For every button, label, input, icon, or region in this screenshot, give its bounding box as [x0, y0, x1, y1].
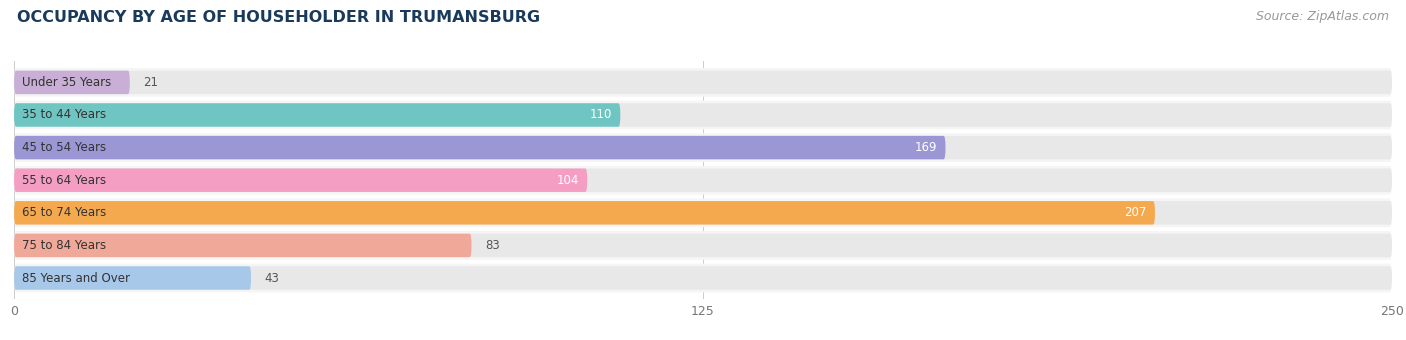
- FancyBboxPatch shape: [14, 266, 1392, 290]
- Text: Under 35 Years: Under 35 Years: [22, 76, 111, 89]
- FancyBboxPatch shape: [14, 201, 1154, 224]
- FancyBboxPatch shape: [14, 133, 1392, 162]
- FancyBboxPatch shape: [14, 71, 129, 94]
- FancyBboxPatch shape: [14, 101, 1392, 129]
- Text: OCCUPANCY BY AGE OF HOUSEHOLDER IN TRUMANSBURG: OCCUPANCY BY AGE OF HOUSEHOLDER IN TRUMA…: [17, 10, 540, 25]
- FancyBboxPatch shape: [14, 103, 620, 127]
- FancyBboxPatch shape: [14, 234, 471, 257]
- FancyBboxPatch shape: [14, 266, 252, 290]
- Text: 104: 104: [557, 174, 579, 187]
- Text: 83: 83: [485, 239, 501, 252]
- FancyBboxPatch shape: [14, 68, 1392, 97]
- Text: 35 to 44 Years: 35 to 44 Years: [22, 108, 107, 121]
- FancyBboxPatch shape: [14, 199, 1392, 227]
- Text: 65 to 74 Years: 65 to 74 Years: [22, 206, 107, 219]
- FancyBboxPatch shape: [14, 201, 1392, 224]
- FancyBboxPatch shape: [14, 166, 1392, 194]
- Text: 85 Years and Over: 85 Years and Over: [22, 272, 131, 285]
- Text: 43: 43: [264, 272, 280, 285]
- FancyBboxPatch shape: [14, 168, 588, 192]
- Text: 75 to 84 Years: 75 to 84 Years: [22, 239, 107, 252]
- FancyBboxPatch shape: [14, 136, 945, 159]
- Text: Source: ZipAtlas.com: Source: ZipAtlas.com: [1256, 10, 1389, 23]
- FancyBboxPatch shape: [14, 234, 1392, 257]
- Text: 21: 21: [143, 76, 159, 89]
- FancyBboxPatch shape: [14, 231, 1392, 260]
- FancyBboxPatch shape: [14, 168, 1392, 192]
- Text: 110: 110: [589, 108, 612, 121]
- FancyBboxPatch shape: [14, 71, 1392, 94]
- Text: 207: 207: [1125, 206, 1147, 219]
- Text: 55 to 64 Years: 55 to 64 Years: [22, 174, 107, 187]
- FancyBboxPatch shape: [14, 264, 1392, 292]
- FancyBboxPatch shape: [14, 136, 1392, 159]
- FancyBboxPatch shape: [14, 103, 1392, 127]
- Text: 45 to 54 Years: 45 to 54 Years: [22, 141, 107, 154]
- Text: 169: 169: [915, 141, 938, 154]
